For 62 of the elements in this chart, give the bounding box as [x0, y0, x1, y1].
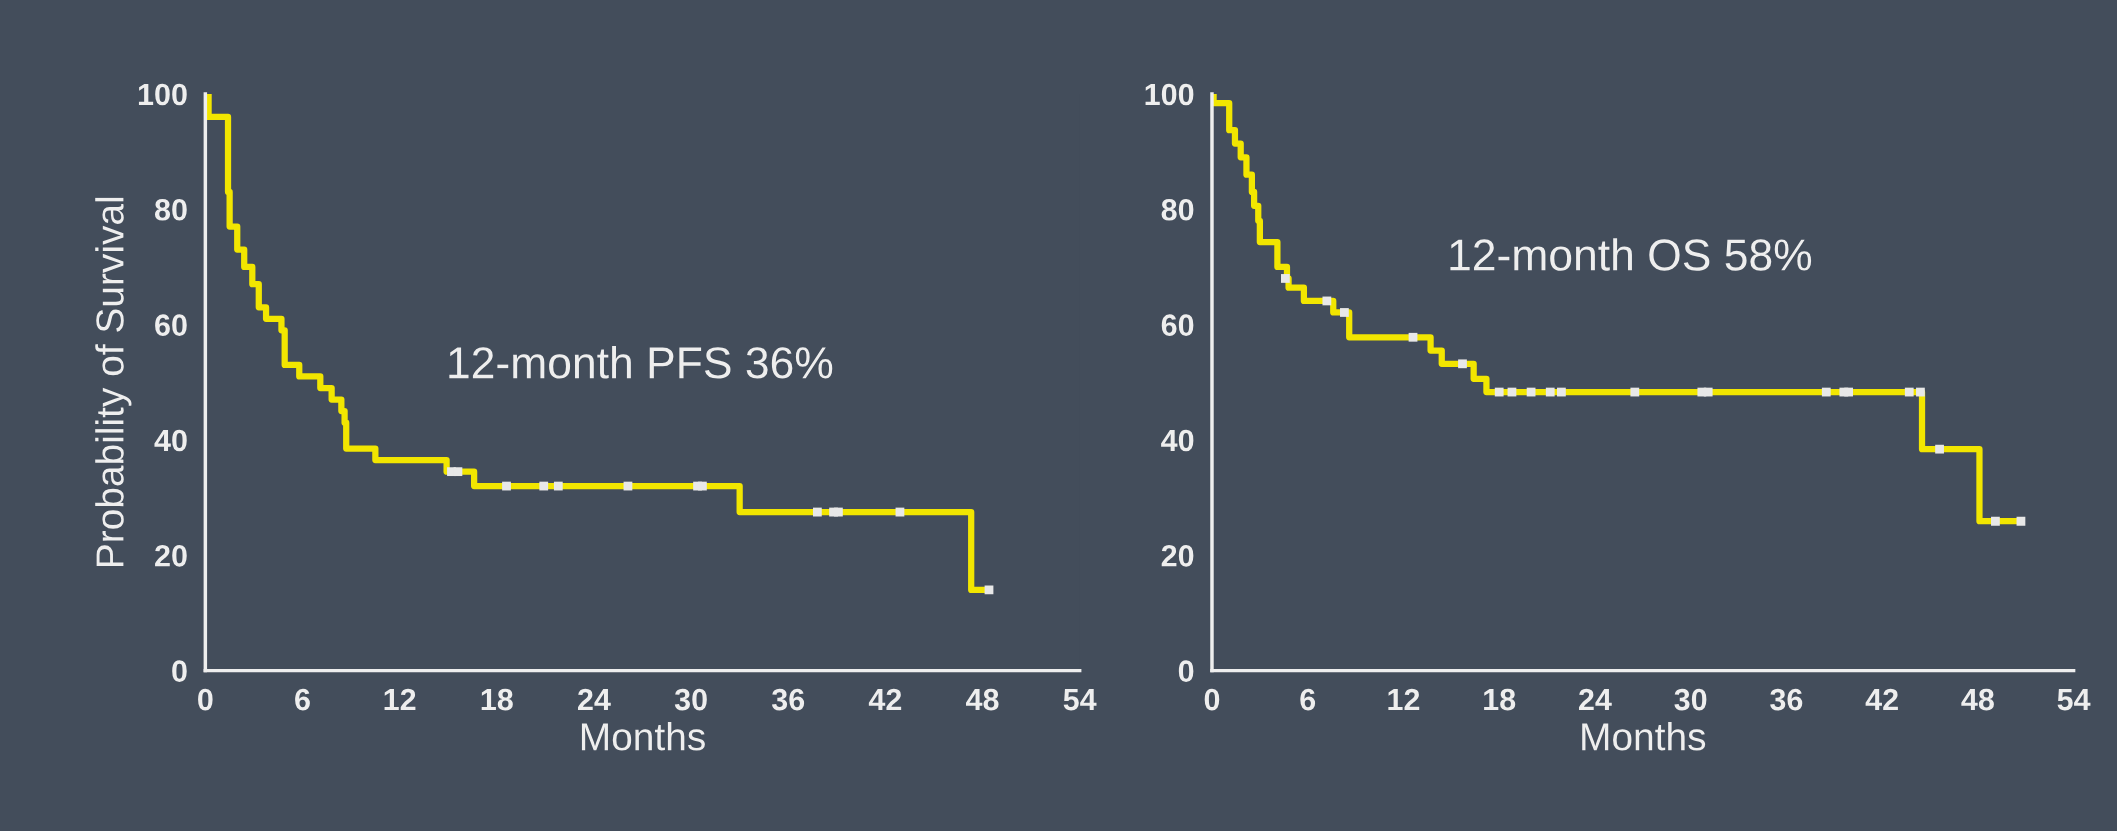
point: [1991, 516, 2000, 526]
x-tick-label: 42: [1865, 688, 1898, 711]
y-tick-label: 80: [154, 198, 187, 221]
x-tick-label: 12: [1388, 688, 1420, 711]
y-tick-label: 100: [1145, 83, 1194, 106]
point: [1408, 332, 1418, 342]
point: [1280, 274, 1290, 283]
y-tick-label: 20: [1161, 545, 1194, 567]
x-tick-label: 18: [1484, 688, 1516, 711]
x-tick-label: 42: [868, 688, 902, 711]
x-axis-title: Months: [581, 722, 705, 751]
point: [1458, 359, 1467, 369]
x-tick-label: 18: [481, 688, 513, 711]
point: [1494, 387, 1504, 397]
point: [553, 481, 563, 491]
x-tick-label: 12: [384, 688, 416, 711]
y-tick-label: 60: [1161, 314, 1194, 336]
annotation: 12-month PFS 36%: [449, 345, 833, 379]
point: [1340, 308, 1349, 317]
annotation: 12-month OS 58%: [1450, 238, 1812, 271]
point: [1821, 387, 1831, 397]
point: [502, 481, 511, 491]
point: [1844, 387, 1854, 397]
point: [1916, 387, 1925, 397]
point: [1703, 387, 1713, 397]
point: [2016, 516, 2026, 526]
y-tick-label: 100: [138, 83, 187, 106]
x-tick-label: 24: [1578, 688, 1612, 711]
y-tick-label: 0: [172, 660, 187, 682]
point: [698, 481, 707, 491]
x-tick-label: 0: [1204, 688, 1220, 711]
x-tick-label: 6: [1300, 688, 1316, 711]
point: [453, 467, 463, 477]
x-tick-label: 24: [578, 688, 611, 711]
y-tick-label: 60: [155, 314, 187, 336]
y-tick-label: 40: [1161, 429, 1194, 452]
y-tick-label: 0: [1178, 660, 1194, 682]
y-tick-label: 40: [154, 429, 187, 452]
y-tick-label: 20: [155, 545, 187, 567]
x-tick-label: 36: [771, 688, 805, 711]
x-tick-label: 6: [295, 688, 310, 711]
point: [1322, 296, 1332, 306]
x-tick-label: 54: [2057, 689, 2091, 711]
x-tick-label: 30: [674, 688, 707, 711]
point: [984, 585, 994, 595]
x-tick-label: 0: [198, 688, 213, 711]
point: [1904, 387, 1914, 397]
x-axis-title: Months: [1582, 722, 1706, 751]
point: [1557, 387, 1566, 397]
x-tick-label: 48: [965, 688, 999, 711]
point: [1545, 387, 1555, 397]
point: [1935, 444, 1944, 454]
x-tick-label: 30: [1674, 688, 1707, 711]
point: [1630, 387, 1640, 397]
x-tick-label: 36: [1770, 688, 1803, 711]
x-tick-label: 54: [1063, 689, 1097, 711]
x-tick-label: 48: [1961, 688, 1994, 711]
point: [834, 507, 843, 517]
y-axis-title: Probability of Survival: [95, 197, 132, 567]
point: [539, 481, 549, 491]
y-tick-label: 80: [1161, 198, 1194, 221]
point: [812, 507, 822, 517]
